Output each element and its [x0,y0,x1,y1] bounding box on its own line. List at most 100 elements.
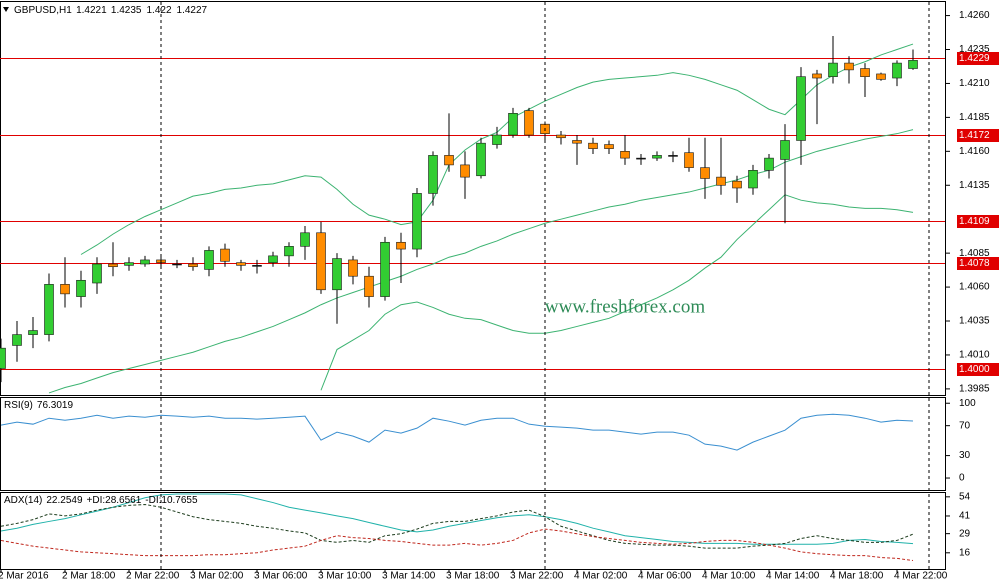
y-tick-label: 1.4185 [959,112,990,123]
level-label-box [957,257,999,270]
candle-body [444,155,454,166]
rsi-panel-border [0,397,946,491]
series-last-value: 10.7655 [161,495,198,506]
level-label: 1.4229 [959,53,990,64]
x-tick-label: 4 Mar 14:00 [766,571,820,582]
panel-header: RSI(9) 76.3019 [4,400,73,411]
x-tick-label: 2 Mar 22:00 [126,571,180,582]
candle-body [460,164,470,178]
axes: 1.3985 1.4010 1.4035 1.4060 1.4085 1.4135 1.41… [0,10,999,582]
y-tick-label: 29 [959,528,971,539]
candle-body [60,284,70,295]
level-label-box [957,52,999,65]
candle-body [268,255,278,263]
y-tick-label: 1.4060 [959,282,990,293]
y-tick-label: 1.4010 [959,350,990,361]
series-last-value: 76.3019 [37,400,74,411]
candle-body [844,62,854,71]
candle-body [12,334,22,346]
y-tick-label: 70 [959,420,971,431]
candle-body [860,68,870,77]
y-tick-label: 1.3985 [959,384,990,395]
candle-body [748,170,758,189]
x-tick-label: 4 Mar 10:00 [702,571,756,582]
y-tick-label: 30 [959,450,971,461]
main-plot [0,35,945,394]
chart-header: GBPUSD,H1 1.4221 1.4235 1.422 1.4227 [14,5,208,16]
candle-body [812,73,822,79]
candle-body [412,193,422,250]
series-name: ADX(14) [4,495,42,506]
level-label: 1.4078 [959,258,990,269]
x-tick-label: 2 Mar 18:00 [62,571,116,582]
candle-body [764,157,774,171]
candle-body [220,248,230,262]
main-panel-border [0,1,946,396]
candle-body [124,262,134,266]
level-label-box [957,129,999,142]
last-close: 1.4227 [177,5,208,16]
y-tick-label: 100 [959,398,976,409]
x-tick-label: 4 Mar 02:00 [574,571,628,582]
candle-body [204,250,214,270]
candle-body [556,134,566,139]
x-tick-label: 4 Mar 06:00 [638,571,692,582]
candle-body [524,110,534,136]
candle-body [604,144,614,149]
symbol: GBPUSD,H1 [14,5,72,16]
candle-body [780,140,790,160]
level-label: 1.4000 [959,364,990,375]
candle-body [908,60,918,69]
candle-body [396,241,406,250]
indicator-line [0,413,914,451]
y-tick-label: 1.4160 [959,146,990,157]
candle-body [92,263,102,284]
y-tick-label: 1.4235 [959,44,990,55]
candle-body [0,347,6,369]
last-low: 1.422 [147,5,172,16]
y-tick-label: 1.4035 [959,316,990,327]
candle-body [732,180,742,189]
candle-body [620,151,630,159]
candle-body [428,155,438,194]
candle-body [492,134,502,145]
candle-body [876,73,886,80]
y-tick-label: 1.4210 [959,78,990,89]
x-tick-label: 3 Mar 06:00 [254,571,308,582]
last-high: 1.4235 [111,5,142,16]
candle-body [892,62,902,79]
indicator-line [0,503,914,549]
candle-body [44,284,54,335]
candle-body [636,157,646,160]
candle-body [716,176,726,186]
candle-body [284,246,294,257]
y-tick-label: 1.4085 [959,248,990,259]
y-tick-label: 1.4135 [959,180,990,191]
x-tick-label: 3 Mar 14:00 [382,571,436,582]
candle-body [652,155,662,159]
candle-body [348,259,358,277]
indicator-name: RSI(9) [4,400,33,411]
series-last-value: 22.2549 [46,495,83,506]
x-tick-label: 3 Mar 22:00 [510,571,564,582]
band-lower [320,194,914,391]
level-label: 1.4109 [959,216,990,227]
y-tick-label: 41 [959,511,971,522]
last-open: 1.4221 [76,5,107,16]
candle-body [588,142,598,149]
series-last-value: 28.6561 [105,495,142,506]
candle-body [188,263,198,268]
level-label-box [957,363,999,376]
candle-body [508,113,518,136]
candle-body [300,232,310,247]
candle-body [236,262,246,266]
y-tick-label: 0 [959,473,965,484]
candle-body [140,259,150,265]
candle-body [796,76,806,141]
series-name: -DI: [145,495,161,506]
x-tick-label: 4 Mar 18:00 [830,571,884,582]
candle-body [252,265,262,267]
indicator-line [0,493,914,545]
